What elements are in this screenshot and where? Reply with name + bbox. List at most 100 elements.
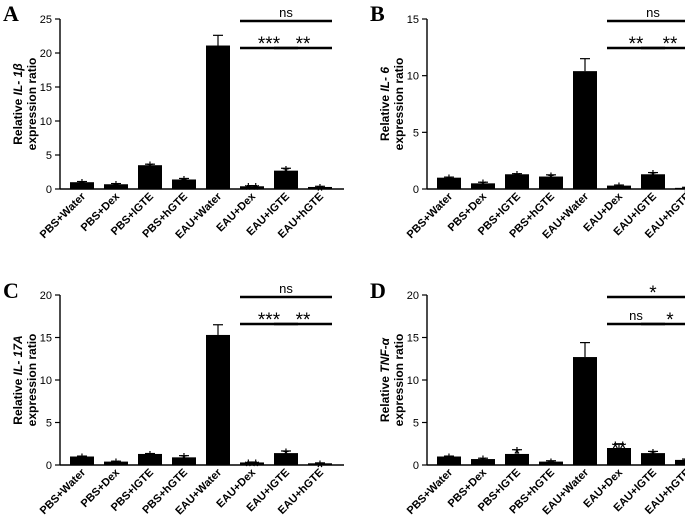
y-axis-label: Relative IL- 1β [11,63,25,145]
bar [505,174,529,189]
significance-label: * [445,451,453,472]
bar [641,453,665,465]
comparison-label: ns [279,281,293,296]
y-tick-label: 20 [407,290,419,302]
bar [607,185,631,189]
y-tick-label: 10 [40,116,52,128]
y-axis-label-prefix: Relative [11,375,25,424]
category-label: PBS+Water [38,466,89,517]
bar [104,461,128,465]
y-tick-label: 15 [407,14,419,26]
panel-a: A 0 5 10 15 20 25 Relative IL- 1β expression ra… [3,1,344,241]
y-tick-label: 10 [40,375,52,387]
y-axis-label-gene: IL- 6 [378,67,392,92]
y-tick-label: 0 [46,184,52,196]
panel-label-c: C [3,278,19,303]
bar [104,184,128,189]
y-tick-label: 25 [40,14,52,26]
y-axis-label-gene: IL- 17A [11,335,25,375]
significance-label: * [316,181,324,202]
significance-label: * [112,179,120,200]
bar [240,462,264,465]
panel-c: C 0 5 10 15 20 Relative IL- 17A expression rat… [3,278,344,517]
bar [641,174,665,189]
y-tick-label: 20 [40,290,52,302]
comparison-label: ns [646,5,660,20]
panel-d: D 0 5 10 15 20 Relative TNF-α expression ratio… [370,278,685,517]
y-axis-label-suffix: expression ratio [25,334,39,427]
bar [539,176,563,189]
bar [240,186,264,189]
bar [437,456,461,465]
bar [274,170,298,189]
bar [471,459,495,465]
bar [675,459,685,465]
bar [172,179,196,189]
comparison-label: * [649,283,657,304]
bar [437,177,461,189]
y-axis-label-prefix: Relative [378,92,392,141]
comparison-label: *** [258,34,281,55]
significance-label: * [479,453,487,474]
bar [675,187,685,189]
category-label: PBS+Water [38,190,89,241]
y-tick-label: 5 [46,418,52,430]
y-tick-label: 5 [413,418,419,430]
category-label: PBS+Water [405,190,456,241]
bar [539,461,563,465]
comparison-label: ** [629,34,644,55]
bar [607,448,631,465]
comparison-label: ns [279,5,293,20]
significance-label: * [316,458,324,479]
bar [573,357,597,465]
significance-label: * [146,449,154,470]
bar [206,334,230,465]
bar [138,453,162,465]
comparison-label: * [666,310,674,331]
significance-label: * [513,169,521,190]
significance-label: * [513,445,521,466]
y-tick-label: 10 [407,71,419,83]
bar [471,183,495,189]
significance-label: * [649,446,657,467]
y-axis-label-gene: TNF-α [378,337,392,372]
y-tick-label: 0 [46,460,52,472]
y-tick-label: 0 [413,184,419,196]
panel-label-b: B [370,1,385,26]
y-axis-label-prefix: Relative [378,373,392,422]
significance-label: * [615,180,623,201]
significance-label: ** [245,181,260,202]
significance-label: * [112,456,120,477]
bar [70,182,94,189]
significance-label: ** [245,457,260,478]
significance-label: * [146,159,154,180]
y-axis-label-gene: IL- 1β [11,63,25,96]
y-tick-label: 0 [413,460,419,472]
significance-label: * [479,177,487,198]
bar [505,453,529,465]
y-tick-label: 15 [40,333,52,345]
category-label: PBS+Water [405,466,456,517]
significance-label: * [180,173,188,194]
comparison-label: *** [258,310,281,331]
y-axis-label-suffix: expression ratio [392,334,406,427]
significance-label: * [547,456,555,477]
significance-label: * [683,182,685,203]
significance-label: * [78,177,86,198]
significance-label: * [282,163,290,184]
comparison-label: ns [629,308,643,323]
y-tick-label: 15 [40,82,52,94]
panel-label-d: D [370,278,386,303]
bar [573,71,597,189]
bar [172,457,196,465]
y-axis-label: Relative IL- 17A [11,335,25,424]
bar [274,453,298,465]
significance-label: * [547,170,555,191]
bar [138,165,162,189]
y-tick-label: 10 [407,375,419,387]
y-tick-label: 5 [46,150,52,162]
significance-label: * [180,451,188,472]
y-axis-label: Relative TNF-α [378,337,392,422]
